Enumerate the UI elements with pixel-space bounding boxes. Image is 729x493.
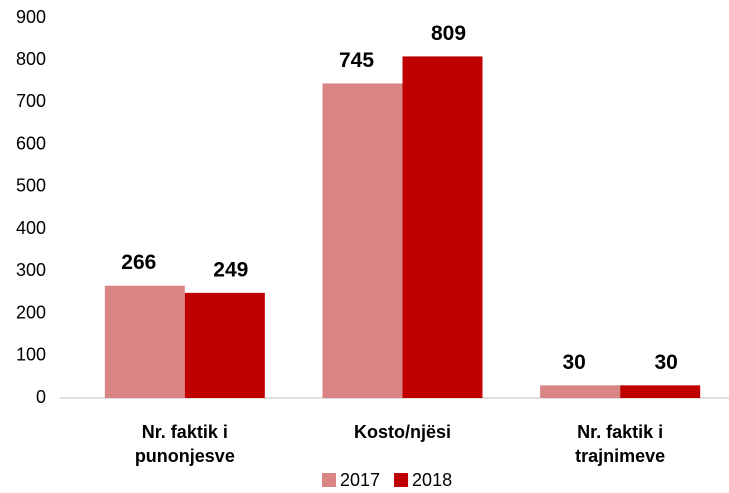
y-tick-label: 500 <box>16 176 46 196</box>
value-label: 266 <box>121 251 156 274</box>
bar <box>402 56 483 399</box>
legend-swatch <box>394 473 409 487</box>
value-label: 30 <box>562 351 585 374</box>
x-tick-label: Nr. faktik i punonjesve <box>134 422 235 466</box>
y-tick-label: 200 <box>16 302 46 322</box>
value-label: 249 <box>213 258 248 281</box>
value-label: 30 <box>654 351 677 374</box>
legend-label: 2018 <box>412 470 452 490</box>
y-tick-label: 300 <box>16 260 46 280</box>
value-label: 809 <box>431 22 466 45</box>
y-tick-label: 600 <box>16 133 46 153</box>
y-tick-label: 400 <box>16 218 46 238</box>
bar <box>322 83 403 398</box>
y-tick-label: 100 <box>16 345 46 365</box>
bar <box>184 292 265 398</box>
x-tick-label: Kosto/njësi <box>353 422 451 442</box>
value-label: 745 <box>339 49 374 72</box>
bar <box>104 285 185 398</box>
bar <box>620 385 701 398</box>
x-tick-label: Nr. faktik i trajnimeve <box>575 422 666 466</box>
y-tick-label: 0 <box>36 387 46 407</box>
legend-swatch <box>322 473 336 487</box>
y-tick-label: 900 <box>16 7 46 27</box>
y-tick-label: 700 <box>16 91 46 111</box>
y-tick-label: 800 <box>16 49 46 69</box>
legend-label: 2017 <box>340 470 380 490</box>
bar <box>540 385 621 398</box>
